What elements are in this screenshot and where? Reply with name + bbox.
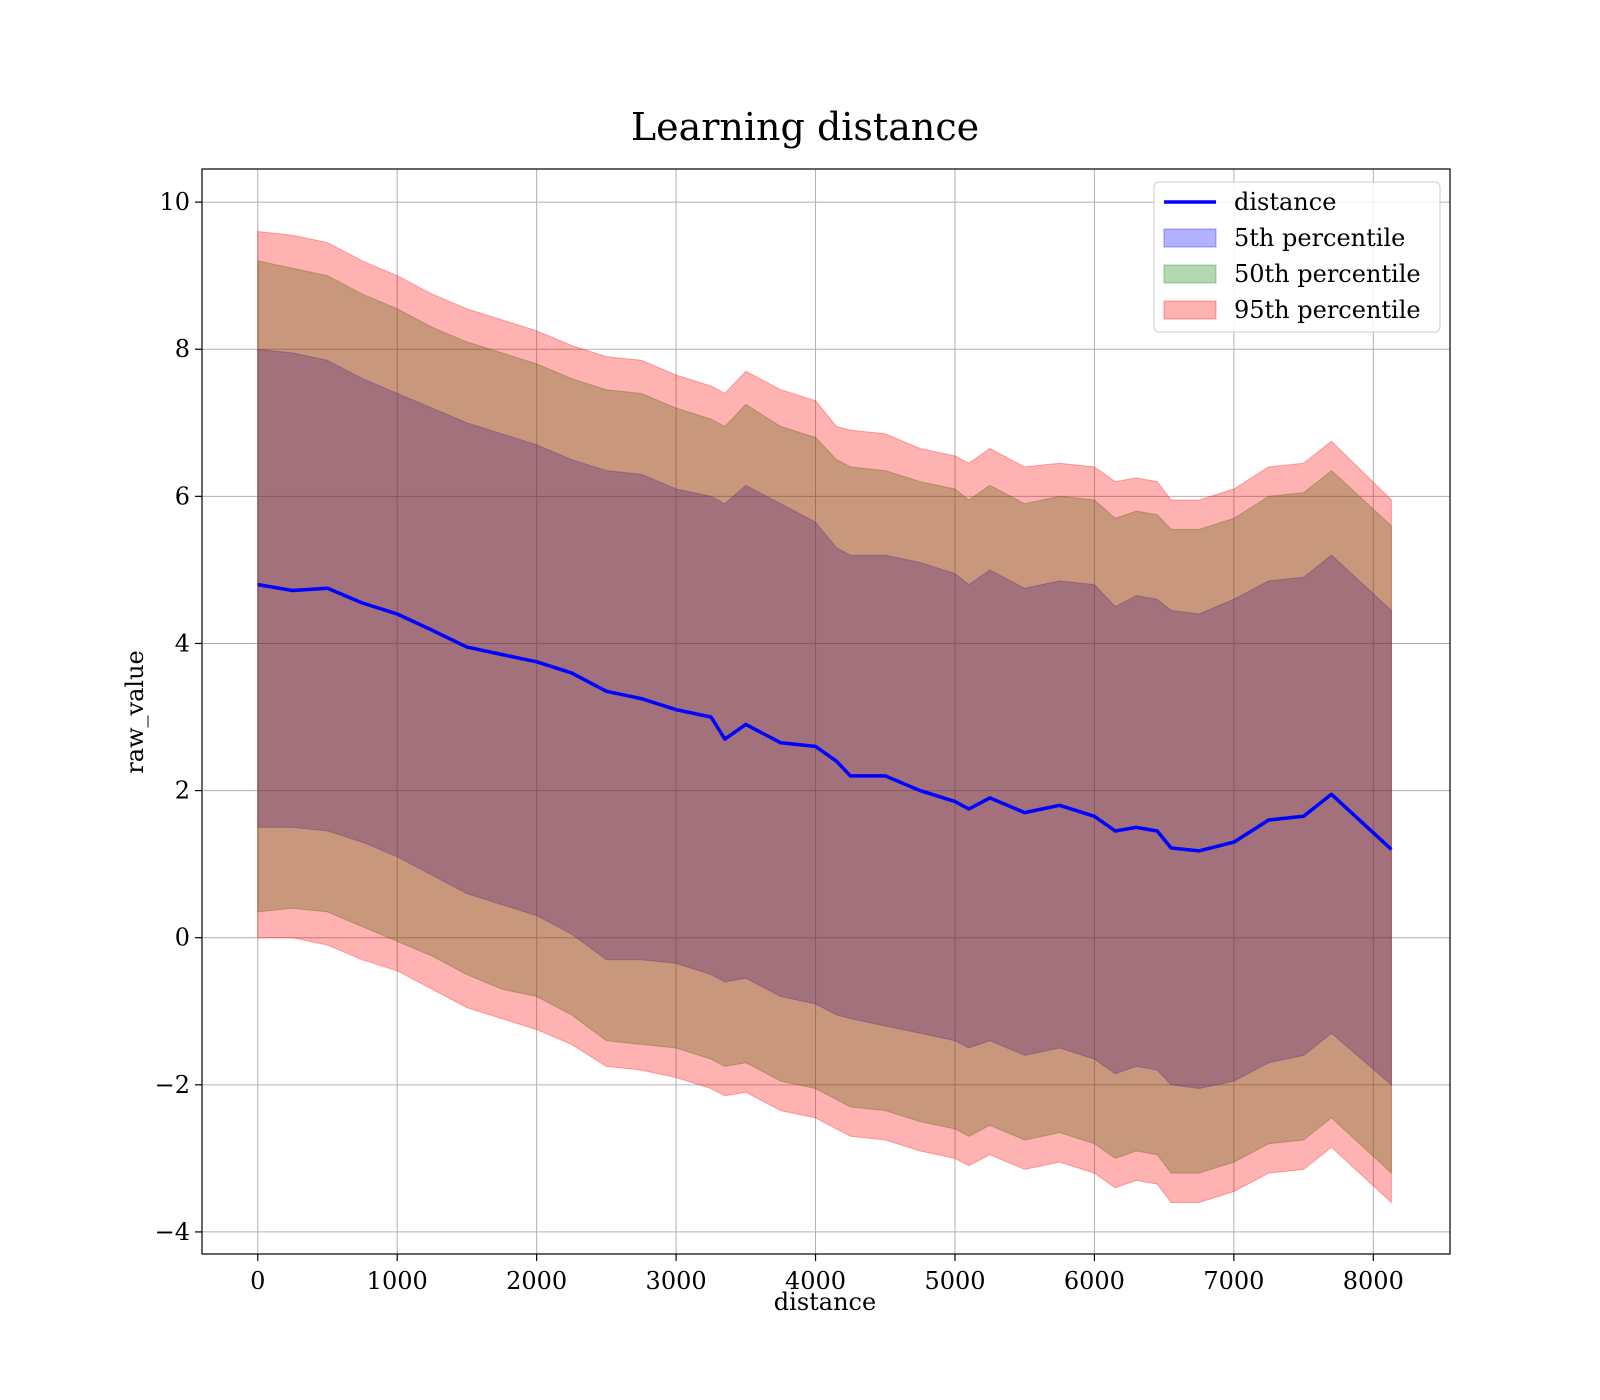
legend-label-5th-percentile: 5th percentile: [1234, 224, 1405, 252]
legend-swatch-50th-percentile: [1163, 264, 1217, 284]
y-axis-ticks: −4 −2 0 2 4 6 8 10: [155, 188, 202, 1246]
y-tick-label-7: 10: [159, 188, 190, 216]
x-tick-label-5: 5000: [924, 1267, 985, 1295]
band-50th-percentile: [257, 260, 1392, 1175]
line-distance: [257, 582, 1393, 853]
x-tick-label-7: 7000: [1203, 1267, 1264, 1295]
chart-title: Learning distance: [631, 105, 979, 149]
plot-frame: [201, 168, 1451, 1255]
y-tick-label-4: 4: [175, 629, 190, 657]
legend-label-distance: distance: [1234, 188, 1336, 216]
y-axis-label: raw_value: [121, 650, 149, 774]
y-tick-label-1: −2: [155, 1071, 190, 1099]
y-tick-label-2: 0: [175, 924, 190, 952]
x-tick-label-6: 6000: [1064, 1267, 1125, 1295]
y-tick-label-6: 8: [175, 335, 190, 363]
grid-lines: [202, 169, 1450, 1254]
legend: distance 5th percentile 50th percentile 95t…: [1153, 181, 1441, 333]
percentile-bands: [257, 230, 1392, 1204]
x-axis-ticks: 0 1000 2000 3000 4000 5000 6000 7000 8000: [250, 1254, 1404, 1295]
band-95th-percentile: [257, 230, 1392, 1204]
x-tick-label-0: 0: [250, 1267, 265, 1295]
x-tick-label-4: 4000: [785, 1267, 846, 1295]
legend-label-95th-percentile: 95th percentile: [1234, 296, 1421, 324]
x-tick-label-2: 2000: [506, 1267, 567, 1295]
x-tick-label-8: 8000: [1343, 1267, 1404, 1295]
legend-swatch-95th-percentile: [1163, 300, 1217, 320]
x-tick-label-1: 1000: [367, 1267, 428, 1295]
y-tick-label-5: 6: [175, 482, 190, 510]
x-axis-label: distance: [774, 1288, 876, 1316]
band-5th-percentile: [257, 348, 1392, 1090]
legend-label-50th-percentile: 50th percentile: [1234, 260, 1421, 288]
legend-swatch-5th-percentile: [1163, 228, 1217, 248]
y-tick-label-3: 2: [175, 777, 190, 805]
distance-line-layer: [257, 582, 1393, 853]
y-tick-label-0: −4: [155, 1218, 190, 1246]
legend-box: [1153, 181, 1441, 333]
x-tick-label-3: 3000: [646, 1267, 707, 1295]
